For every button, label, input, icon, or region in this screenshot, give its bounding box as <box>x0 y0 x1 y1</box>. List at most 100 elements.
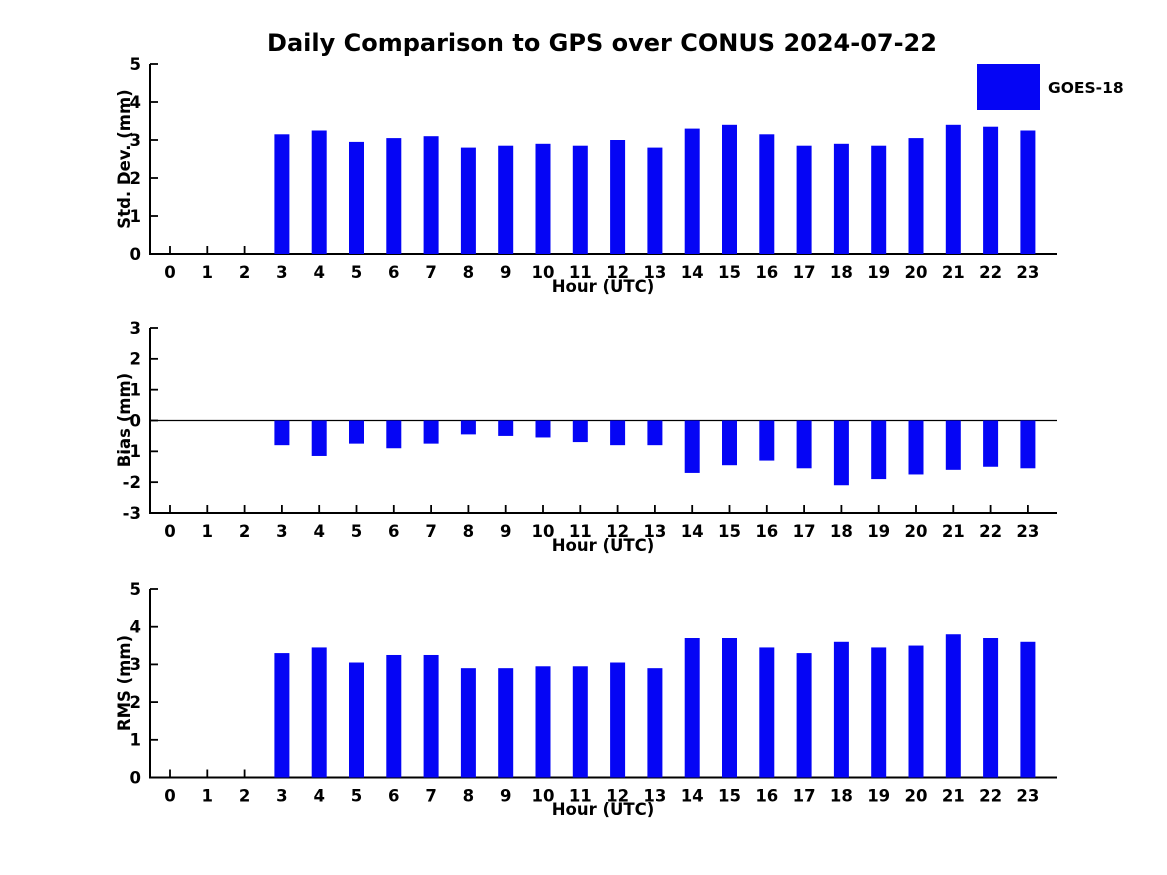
bar-rms-hour-5 <box>349 662 364 778</box>
x-tick-label: 21 <box>942 263 965 282</box>
bar-rms-hour-14 <box>684 638 700 778</box>
bar-rms-hour-16 <box>759 647 775 778</box>
x-tick-label: 0 <box>164 263 175 282</box>
x-tick-label: 4 <box>313 522 324 541</box>
x-tick-label: 8 <box>463 522 474 541</box>
x-tick-label: 4 <box>313 263 324 282</box>
y-tick-label: 1 <box>130 207 141 226</box>
bar-bias-hour-16 <box>759 420 775 461</box>
x-tick-label: 10 <box>532 522 555 541</box>
y-tick-label: 0 <box>130 768 141 787</box>
x-tick-label: 7 <box>425 263 436 282</box>
y-tick-label: 4 <box>130 617 141 636</box>
x-tick-label: 14 <box>681 263 704 282</box>
x-tick-label: 23 <box>1016 522 1039 541</box>
bar-rms-hour-4 <box>311 647 327 778</box>
x-tick-label: 4 <box>313 787 324 806</box>
x-tick-label: 6 <box>388 522 399 541</box>
bar-rms-hour-19 <box>871 647 887 778</box>
x-tick-label: 18 <box>830 787 853 806</box>
bar-bias-hour-3 <box>274 420 290 446</box>
x-tick-label: 3 <box>276 787 287 806</box>
bar-std_dev-hour-18 <box>833 143 849 254</box>
bar-bias-hour-21 <box>945 420 961 470</box>
y-tick-label: -1 <box>123 442 141 461</box>
y-tick-label: 3 <box>130 655 141 674</box>
legend-label-goes18: GOES-18 <box>1048 79 1124 97</box>
bar-bias-hour-19 <box>871 420 887 480</box>
y-tick-label: 3 <box>130 319 141 338</box>
x-tick-label: 2 <box>239 522 250 541</box>
x-tick-label: 20 <box>905 522 928 541</box>
bar-bias-hour-7 <box>423 420 439 444</box>
bar-bias-hour-6 <box>386 420 402 449</box>
bar-bias-hour-14 <box>684 420 700 473</box>
x-tick-label: 12 <box>606 522 629 541</box>
y-tick-label: 5 <box>130 55 141 74</box>
legend-swatch-goes18 <box>977 64 1040 110</box>
bar-rms-hour-13 <box>647 668 663 778</box>
bar-rms-hour-23 <box>1020 641 1036 778</box>
x-tick-label: 14 <box>681 787 704 806</box>
bar-bias-hour-10 <box>535 420 551 438</box>
bar-rms-hour-20 <box>908 645 924 778</box>
bar-bias-hour-5 <box>349 420 364 444</box>
bar-bias-hour-4 <box>311 420 327 456</box>
x-tick-label: 11 <box>569 787 592 806</box>
x-tick-label: 18 <box>830 263 853 282</box>
y-tick-label: 2 <box>130 350 141 369</box>
x-tick-label: 19 <box>867 522 890 541</box>
y-tick-label: 0 <box>130 411 141 430</box>
x-tick-label: 19 <box>867 787 890 806</box>
bar-rms-hour-22 <box>983 638 999 778</box>
x-tick-label: 16 <box>755 787 778 806</box>
legend: GOES-18 <box>977 64 1124 110</box>
bar-std_dev-hour-15 <box>722 124 737 254</box>
bar-std_dev-hour-21 <box>945 124 961 254</box>
y-axis-label-rms: RMS (mm) <box>115 635 134 731</box>
bar-bias-hour-13 <box>647 420 663 446</box>
x-tick-label: 21 <box>942 522 965 541</box>
x-tick-label: 17 <box>793 787 816 806</box>
bar-bias-hour-22 <box>983 420 999 467</box>
y-tick-label: 3 <box>130 131 141 150</box>
bar-bias-hour-9 <box>498 420 514 436</box>
bar-std_dev-hour-9 <box>498 145 514 254</box>
bar-std_dev-hour-5 <box>349 141 364 254</box>
x-tick-label: 6 <box>388 787 399 806</box>
bar-std_dev-hour-8 <box>460 147 476 254</box>
x-tick-label: 13 <box>643 522 666 541</box>
x-tick-label: 9 <box>500 263 511 282</box>
x-tick-label: 8 <box>463 787 474 806</box>
bar-std_dev-hour-14 <box>684 128 700 254</box>
x-tick-label: 15 <box>718 263 741 282</box>
y-tick-label: 2 <box>130 169 141 188</box>
bar-rms-hour-18 <box>833 641 849 778</box>
y-tick-label: 2 <box>130 693 141 712</box>
x-tick-label: 16 <box>755 263 778 282</box>
bar-std_dev-hour-6 <box>386 138 402 254</box>
x-tick-label: 17 <box>793 263 816 282</box>
x-tick-label: 13 <box>643 787 666 806</box>
bar-rms-hour-7 <box>423 654 439 778</box>
x-tick-label: 1 <box>202 787 213 806</box>
bar-std_dev-hour-10 <box>535 143 551 254</box>
x-tick-label: 13 <box>643 263 666 282</box>
x-tick-label: 0 <box>164 522 175 541</box>
y-tick-label: 5 <box>130 580 141 599</box>
x-tick-label: 22 <box>979 787 1002 806</box>
bar-std_dev-hour-19 <box>871 145 887 254</box>
x-tick-label: 20 <box>905 787 928 806</box>
x-tick-label: 17 <box>793 522 816 541</box>
bar-std_dev-hour-11 <box>572 145 588 254</box>
bar-bias-hour-18 <box>833 420 849 486</box>
x-tick-label: 20 <box>905 263 928 282</box>
x-tick-label: 9 <box>500 787 511 806</box>
